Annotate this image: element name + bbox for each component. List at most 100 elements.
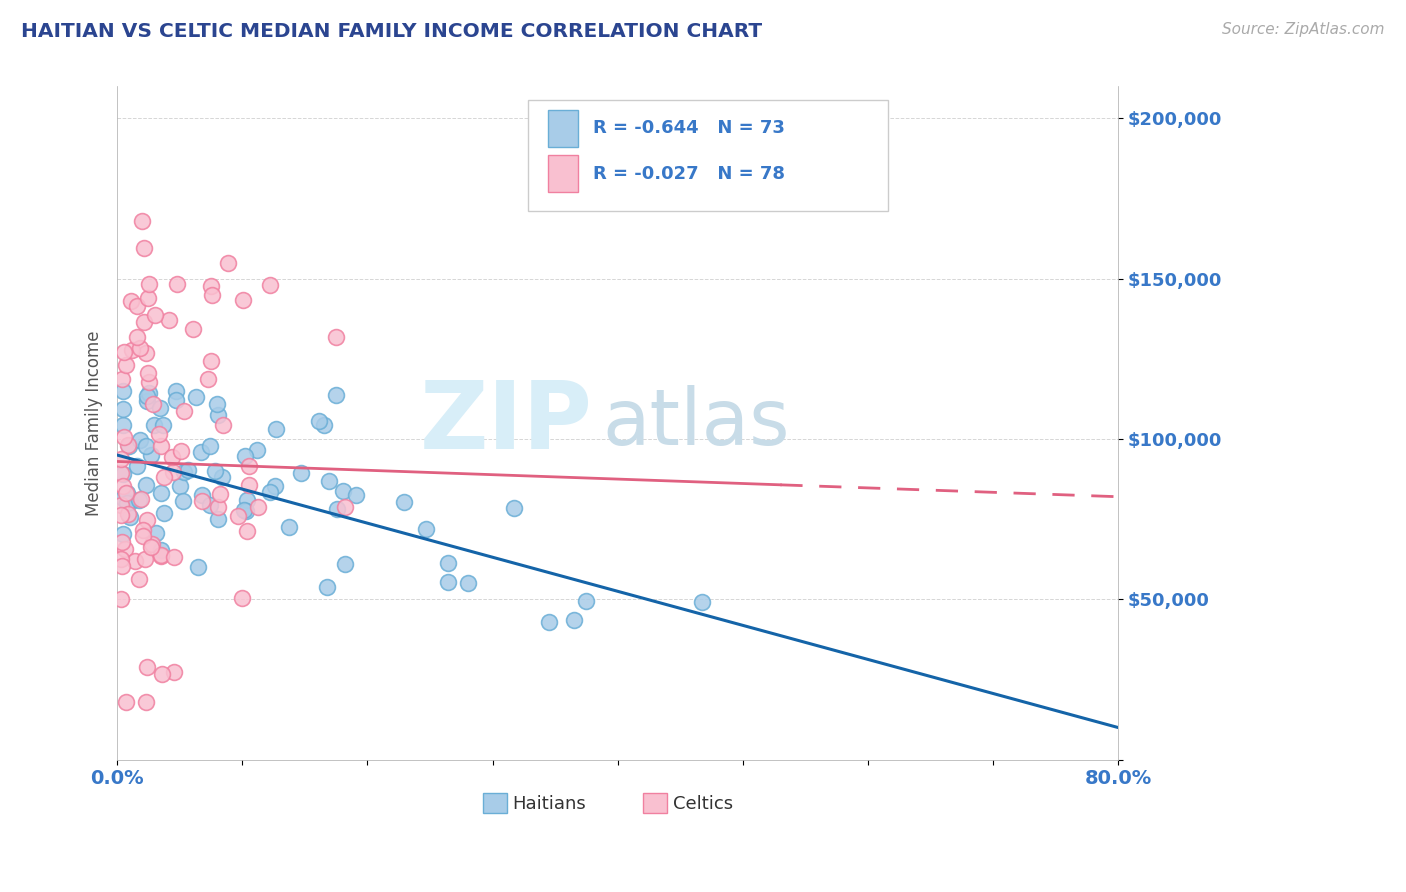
Point <box>111 559 134 574</box>
Point <box>136 366 159 380</box>
Point <box>208 486 231 500</box>
Point <box>112 384 135 398</box>
Point <box>149 401 172 416</box>
Point <box>134 314 156 328</box>
Point <box>110 372 132 386</box>
Point <box>162 450 184 464</box>
Point <box>238 477 260 491</box>
Point <box>153 469 176 483</box>
Point <box>149 549 172 564</box>
Point <box>118 510 141 524</box>
Text: Source: ZipAtlas.com: Source: ZipAtlas.com <box>1222 22 1385 37</box>
Text: R = -0.027   N = 78: R = -0.027 N = 78 <box>593 164 785 183</box>
Point <box>135 695 157 709</box>
Point <box>190 445 212 459</box>
Point <box>235 504 257 518</box>
Point <box>152 417 174 432</box>
Point <box>437 557 460 571</box>
Point <box>191 494 214 508</box>
Point <box>110 552 132 566</box>
Point <box>226 508 249 523</box>
Point <box>112 467 135 482</box>
Point <box>150 438 173 452</box>
Point <box>235 492 257 507</box>
Point <box>166 384 188 398</box>
Point <box>136 389 159 403</box>
Point <box>136 513 159 527</box>
Point <box>690 595 713 609</box>
Point <box>318 474 340 488</box>
Point <box>238 459 260 474</box>
Point <box>125 458 148 473</box>
Point <box>114 358 136 372</box>
Point <box>316 580 339 594</box>
Point <box>204 464 226 478</box>
Point <box>207 500 229 515</box>
Point <box>211 470 233 484</box>
Point <box>207 408 229 422</box>
Point <box>142 417 165 432</box>
Point <box>200 354 222 368</box>
Point <box>112 344 135 359</box>
Point <box>217 256 239 270</box>
Text: R = -0.644   N = 73: R = -0.644 N = 73 <box>593 120 785 137</box>
Point <box>112 418 135 433</box>
FancyBboxPatch shape <box>527 100 889 211</box>
Point <box>312 417 335 432</box>
Point <box>333 557 356 571</box>
Point <box>290 466 312 480</box>
Point <box>344 488 367 502</box>
Point <box>205 397 228 411</box>
Point <box>141 537 163 551</box>
Point <box>198 498 221 512</box>
Bar <box>482 793 506 814</box>
Point <box>128 572 150 586</box>
Point <box>112 402 135 417</box>
Point <box>166 277 188 291</box>
Point <box>129 433 152 447</box>
Point <box>117 486 139 500</box>
Point <box>184 390 207 404</box>
Point <box>125 299 148 313</box>
Point <box>153 506 176 520</box>
Point <box>134 241 156 255</box>
Point <box>110 535 132 549</box>
Point <box>166 393 188 408</box>
Point <box>150 549 173 563</box>
Point <box>150 486 173 500</box>
Point <box>211 417 233 432</box>
Text: ZIP: ZIP <box>420 377 593 469</box>
Point <box>162 465 184 479</box>
Point <box>562 613 585 627</box>
Point <box>325 330 347 344</box>
Point <box>135 660 157 674</box>
Point <box>112 430 135 444</box>
Point <box>207 512 229 526</box>
Point <box>118 495 141 509</box>
Point <box>187 560 209 574</box>
Point <box>264 422 287 436</box>
Point <box>177 463 200 477</box>
Bar <box>547 155 578 192</box>
Point <box>114 541 136 556</box>
Point <box>201 287 224 301</box>
Point <box>157 313 180 327</box>
Point <box>392 495 415 509</box>
Point <box>169 479 191 493</box>
Point <box>124 554 146 568</box>
Point <box>191 488 214 502</box>
Point <box>114 486 136 500</box>
Point <box>502 501 524 516</box>
Text: Haitians: Haitians <box>513 795 586 813</box>
Point <box>115 695 138 709</box>
Point <box>118 439 141 453</box>
Point <box>232 293 254 308</box>
Point <box>138 376 160 390</box>
Point <box>173 465 195 479</box>
Point <box>117 496 139 510</box>
Point <box>134 552 156 566</box>
Point <box>135 346 157 360</box>
Point <box>231 591 253 606</box>
Point <box>121 343 143 357</box>
Point <box>110 452 132 467</box>
